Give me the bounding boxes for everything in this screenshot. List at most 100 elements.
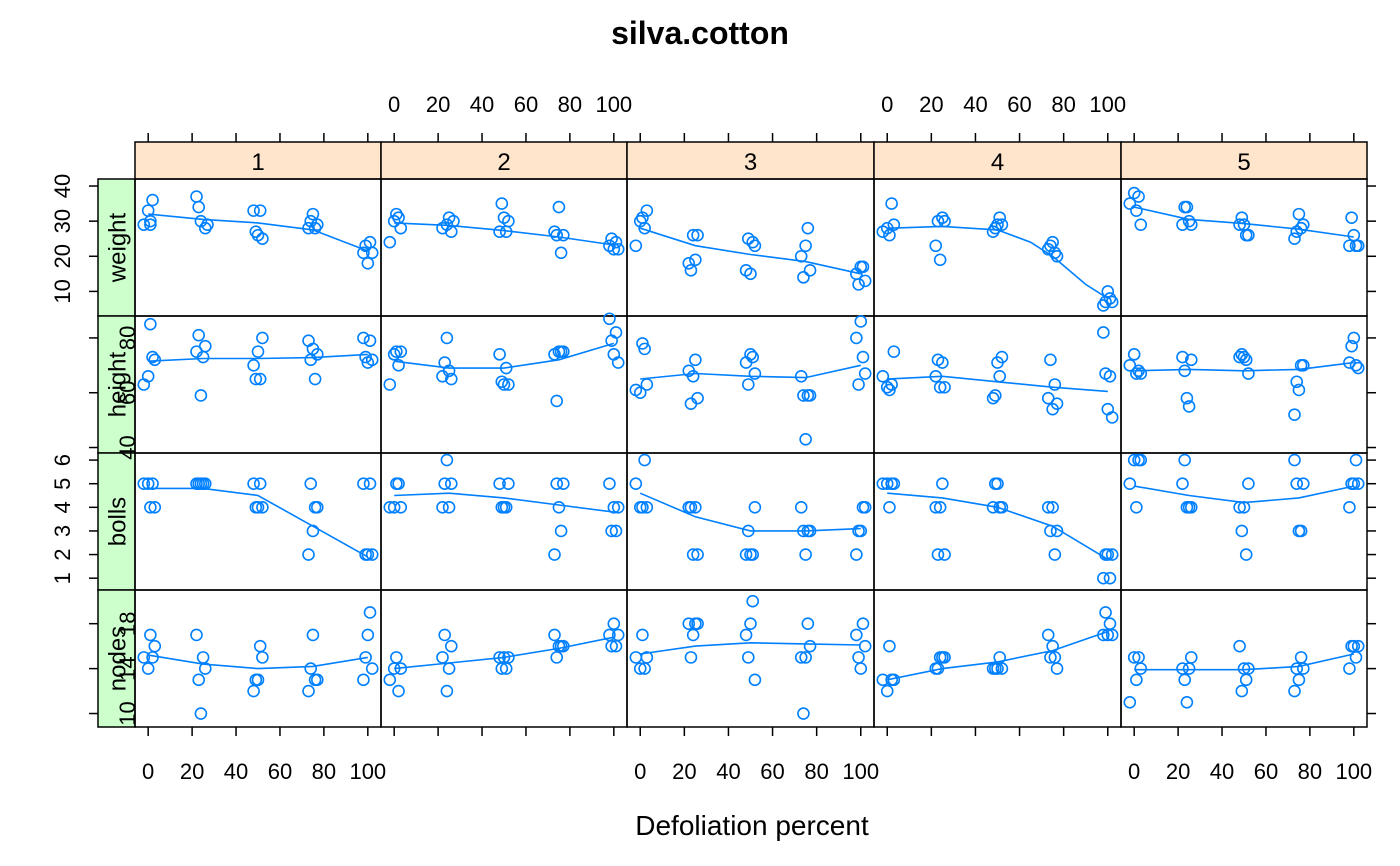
row-strip-label: weight	[105, 212, 132, 283]
data-point	[686, 228, 700, 242]
x-tick-label-bottom: 0	[1128, 759, 1140, 784]
data-point	[1345, 339, 1358, 353]
data-point	[1345, 211, 1358, 224]
data-point	[141, 662, 155, 675]
data-point	[794, 651, 808, 664]
data-point	[359, 651, 372, 664]
data-point	[306, 628, 320, 642]
data-point	[633, 386, 647, 400]
data-point	[383, 673, 397, 687]
data-point	[1242, 228, 1255, 242]
data-point	[854, 524, 868, 538]
loess-fit-line	[640, 364, 861, 380]
data-point	[144, 317, 157, 331]
data-point	[357, 331, 370, 345]
panel	[626, 315, 875, 454]
data-point	[247, 684, 260, 698]
data-point	[251, 345, 265, 358]
x-tick-label-bottom: 80	[804, 759, 828, 784]
data-point	[363, 606, 377, 619]
data-point	[605, 639, 618, 653]
data-point	[797, 707, 810, 720]
data-point	[249, 372, 263, 386]
panel	[1120, 452, 1368, 591]
data-point	[640, 651, 654, 664]
data-point	[365, 548, 379, 561]
data-point	[1046, 501, 1059, 514]
data-point	[1178, 453, 1191, 467]
data-point	[689, 353, 702, 367]
data-point	[253, 204, 267, 217]
data-point	[493, 477, 506, 491]
y-tick-label: 80	[115, 326, 140, 350]
panel	[380, 312, 628, 454]
data-point	[1130, 673, 1143, 687]
data-point	[636, 501, 649, 514]
data-point	[394, 345, 408, 358]
data-point	[146, 193, 159, 207]
x-tick-label-bottom: 60	[1254, 759, 1278, 784]
panel	[626, 589, 875, 728]
data-point	[856, 617, 870, 630]
loess-fit-line	[1134, 361, 1354, 372]
data-point	[609, 235, 623, 249]
x-tick-label-bottom: 80	[1298, 759, 1322, 784]
data-point	[933, 380, 947, 394]
y-tick-label: 3	[50, 525, 75, 537]
y-tick-label: 2	[50, 548, 75, 560]
data-point	[502, 214, 515, 228]
data-point	[1294, 524, 1308, 538]
data-point	[1237, 350, 1251, 364]
panel-frame	[380, 452, 628, 591]
panel	[873, 315, 1122, 454]
data-point	[611, 356, 625, 369]
data-point	[304, 662, 318, 675]
data-point	[436, 651, 449, 664]
data-point	[1101, 548, 1115, 561]
data-point	[1103, 617, 1117, 630]
data-point	[794, 369, 808, 383]
data-point	[744, 267, 757, 281]
data-point	[739, 628, 753, 642]
data-point	[1176, 350, 1189, 364]
data-point	[1048, 378, 1062, 391]
x-tick-label-top: 0	[881, 92, 893, 117]
data-point	[190, 190, 203, 203]
data-point	[686, 548, 700, 561]
data-point	[302, 684, 315, 698]
data-point	[1130, 204, 1143, 217]
data-point	[304, 477, 318, 491]
y-tick-label: 1	[50, 572, 75, 584]
data-point	[548, 628, 561, 642]
data-point	[691, 391, 704, 405]
data-point	[741, 651, 755, 664]
data-point	[1292, 383, 1306, 397]
data-point	[383, 235, 397, 249]
y-tick-label: 10	[115, 701, 140, 725]
data-point	[308, 372, 322, 386]
data-point	[1242, 477, 1255, 491]
data-point	[1130, 367, 1143, 380]
row-strip	[97, 589, 136, 728]
data-point	[801, 221, 815, 235]
data-point	[1123, 197, 1137, 210]
loess-fit-line	[148, 353, 368, 362]
data-point	[304, 214, 318, 228]
data-point	[1343, 356, 1356, 369]
data-point	[883, 501, 896, 514]
data-point	[850, 331, 863, 345]
data-point	[1101, 285, 1115, 298]
data-point	[684, 651, 698, 664]
data-point	[746, 594, 760, 608]
panel	[134, 315, 382, 454]
panel	[626, 178, 875, 317]
column-strip-label: 2	[497, 149, 510, 176]
data-point	[636, 337, 649, 350]
data-point	[609, 524, 623, 538]
data-point	[141, 369, 155, 383]
data-point	[1292, 207, 1306, 221]
data-point	[497, 378, 511, 391]
data-point	[856, 350, 870, 364]
data-point	[1182, 662, 1196, 675]
data-point	[1239, 673, 1253, 687]
